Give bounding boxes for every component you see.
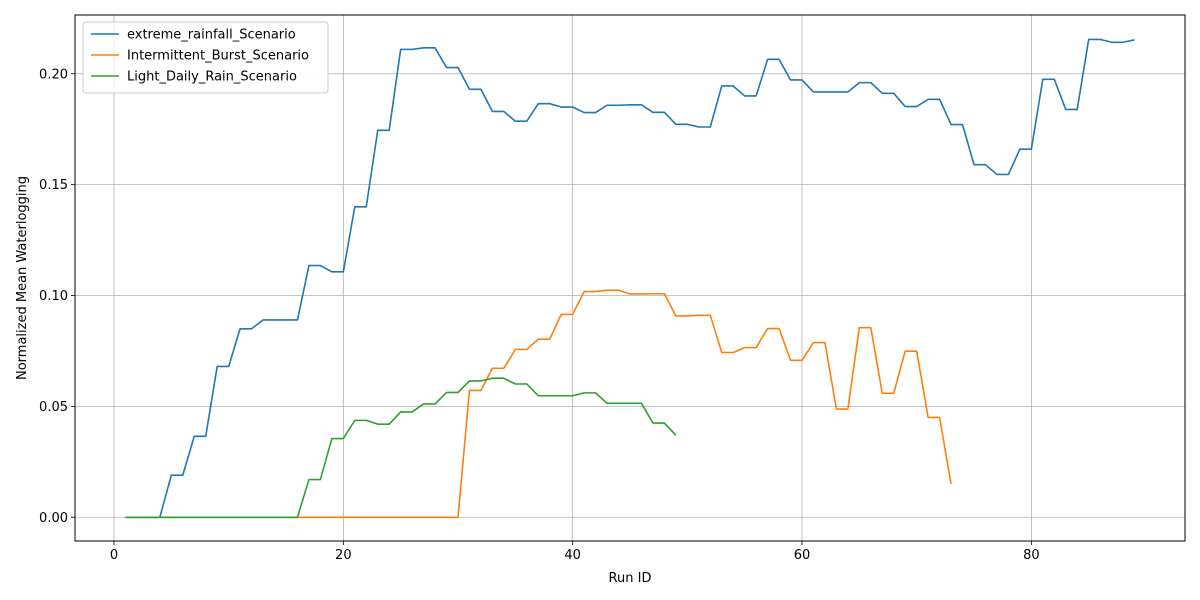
x-axis-label: Run ID — [609, 571, 652, 586]
y-tick-label: 0.20 — [39, 67, 68, 82]
x-tick-label: 0 — [110, 548, 118, 563]
y-tick-label: 0.10 — [39, 289, 68, 304]
series-lines — [125, 38, 1135, 519]
x-tick-label: 20 — [335, 548, 352, 563]
x-tick-label: 40 — [564, 548, 581, 563]
y-tick-label: 0.00 — [39, 511, 68, 526]
y-axis-ticks: 0.00 0.05 0.10 0.15 0.20 — [39, 67, 75, 526]
legend: extreme_rainfall_Scenario Intermittent_Bu… — [82, 21, 329, 94]
series-line-2 — [125, 377, 677, 519]
legend-label-0: extreme_rainfall_Scenario — [127, 28, 296, 43]
legend-box — [82, 21, 329, 94]
plot-frame — [74, 14, 1186, 542]
x-tick-label: 80 — [1023, 548, 1040, 563]
legend-label-1: Intermittent_Burst_Scenario — [127, 49, 309, 64]
grid-lines — [75, 15, 1185, 541]
x-tick-label: 60 — [794, 548, 811, 563]
y-axis-label: Normalized Mean Waterlogging — [15, 176, 30, 380]
series-line-0 — [125, 38, 1135, 519]
legend-label-2: Light_Daily_Rain_Scenario — [127, 70, 297, 85]
y-tick-label: 0.15 — [39, 178, 68, 193]
x-axis-ticks: 0 20 40 60 80 — [110, 541, 1040, 563]
y-tick-label: 0.05 — [39, 400, 68, 415]
